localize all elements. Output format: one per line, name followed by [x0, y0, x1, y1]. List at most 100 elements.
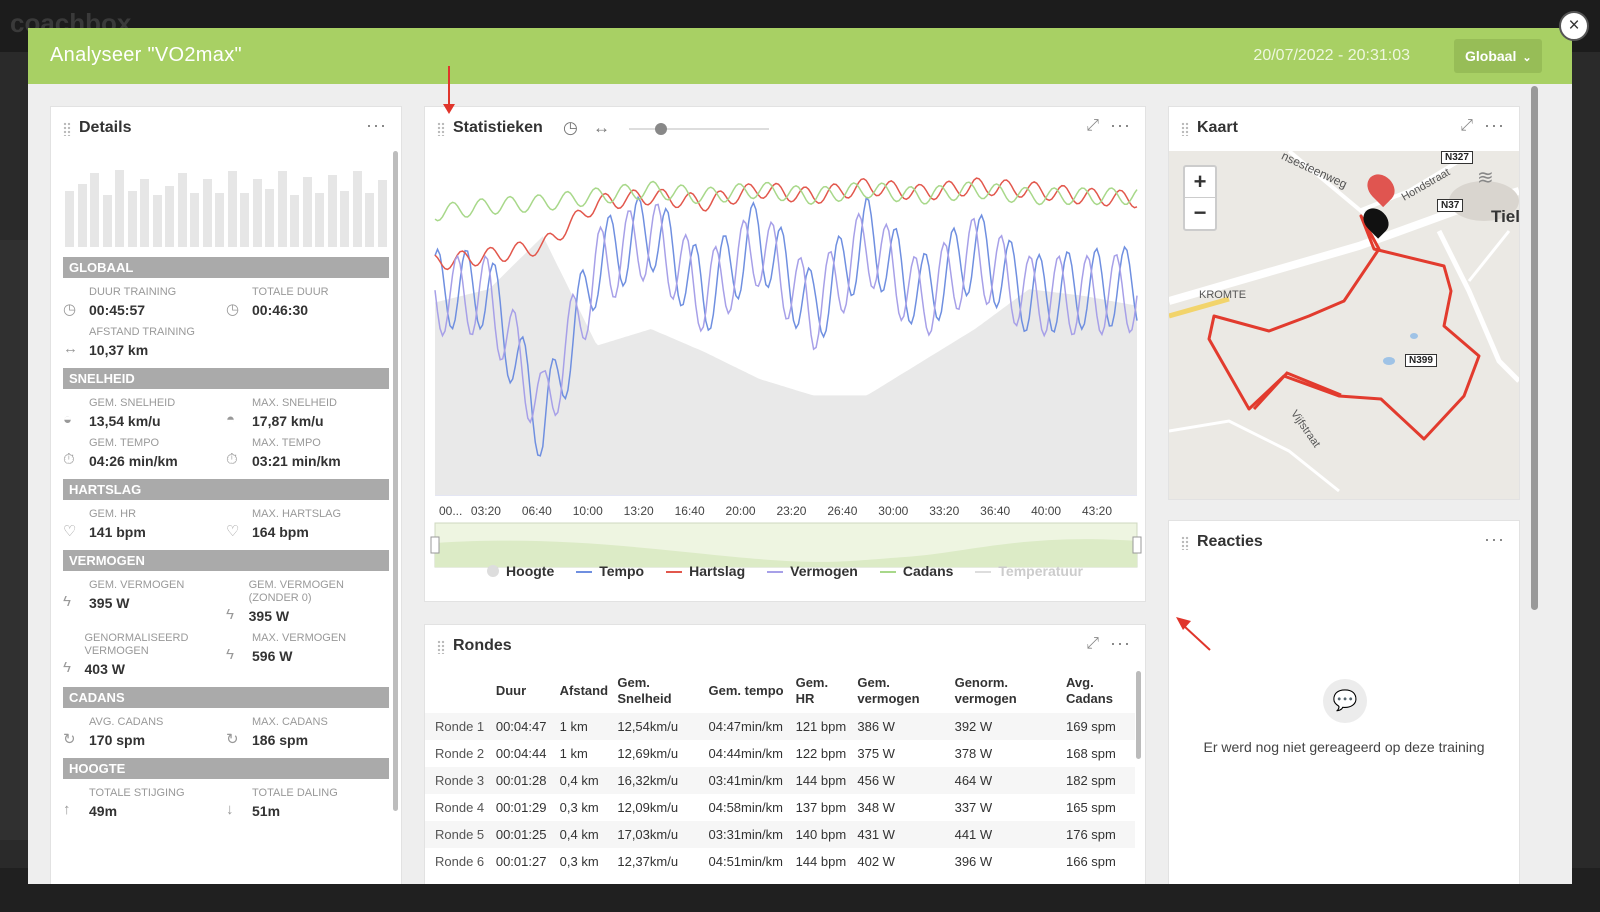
time-axis-clock-icon[interactable]: ◷: [563, 118, 578, 137]
legend-label: Tempo: [599, 563, 645, 579]
table-row[interactable]: Ronde 3 00:01:28 0,4 km 16,32km/u 03:41min/k…: [425, 767, 1135, 794]
table-scrollbar[interactable]: [1136, 671, 1141, 759]
table-cell: 0,3 km: [559, 800, 599, 815]
map-label-kromte: KROMTE: [1199, 289, 1247, 301]
column-header[interactable]: Gem. tempo: [708, 683, 784, 698]
legend-item-hoogte[interactable]: Hoogte: [487, 563, 554, 579]
table-cell: Ronde 1: [425, 713, 492, 740]
column-header[interactable]: Duur: [495, 683, 527, 698]
table-cell: 04:44min/km: [708, 746, 783, 761]
expand-icon[interactable]: ⤢: [1086, 117, 1099, 134]
expand-icon[interactable]: ⤢: [1086, 635, 1099, 652]
statistics-chart[interactable]: 00... 03:20 06:40 10:00 13:20 16:40 20:00 23:20…: [425, 151, 1147, 601]
legend-swatch: [666, 571, 683, 574]
column-header[interactable]: Gem. HR: [795, 675, 829, 706]
column-header[interactable]: [425, 669, 492, 713]
modal-scrollbar[interactable]: [1531, 86, 1538, 610]
legend-item-cadans[interactable]: Cadans: [879, 563, 953, 579]
stat-value: 10,37 km: [89, 342, 149, 358]
close-modal-button[interactable]: ×: [1559, 11, 1589, 41]
table-cell: 17,03km/u: [613, 821, 705, 848]
drag-handle-icon[interactable]: [437, 122, 445, 136]
map-layers-icon[interactable]: ≋: [1477, 167, 1494, 189]
rondes-menu-button[interactable]: ···: [1110, 633, 1131, 653]
chevron-down-icon: ⌄: [1522, 52, 1532, 64]
drag-handle-icon[interactable]: [1181, 536, 1189, 550]
column-header[interactable]: Genorm. vermogen: [954, 675, 1017, 706]
mini-chart-bar: [127, 191, 137, 247]
table-cell: Ronde 5: [425, 821, 492, 848]
table-cell: 12,54km/u: [613, 713, 705, 740]
modal-title: Analyseer "VO2max": [50, 44, 242, 66]
navigator-right-handle[interactable]: [1132, 536, 1142, 554]
map-label-tiel: Tiel: [1491, 207, 1519, 226]
column-header[interactable]: Gem. Snelheid: [617, 675, 672, 706]
table-cell: 464 W: [950, 767, 1062, 794]
drag-handle-icon[interactable]: [1181, 122, 1189, 136]
modal-header: Analyseer "VO2max" 20/07/2022 - 20:31:03…: [28, 28, 1572, 84]
table-cell: 337 W: [954, 800, 993, 815]
table-row[interactable]: Ronde 5 00:01:25 0,4 km 17,03km/u 03:31min/k…: [425, 821, 1135, 848]
chat-bubble-icon: 💬: [1323, 679, 1367, 723]
zoom-in-button[interactable]: +: [1185, 167, 1215, 198]
legend-item-vermogen[interactable]: Vermogen: [767, 563, 858, 579]
table-cell: 392 W: [950, 713, 1062, 740]
legend-swatch: [879, 571, 896, 574]
mini-chart-bar: [65, 191, 74, 247]
table-cell: 144 bpm: [791, 767, 854, 794]
legend-swatch: [767, 571, 784, 574]
column-header[interactable]: Gem. vermogen: [857, 675, 920, 706]
stat-afstand-training: ↔ AFSTAND TRAINING 10,37 km: [63, 326, 233, 358]
details-menu-button[interactable]: ···: [366, 115, 387, 135]
stat-totale-daling: ↓ TOTALE DALING 51m: [226, 787, 389, 819]
zoom-out-button[interactable]: −: [1193, 200, 1207, 225]
legend-item-hartslag[interactable]: Hartslag: [666, 563, 745, 579]
legend-swatch: [487, 565, 500, 577]
column-header[interactable]: Avg. Cadans: [1066, 675, 1113, 706]
section-snelheid: SNELHEID: [63, 368, 389, 389]
route-map[interactable]: + − ≋ Tiel KROMTE nsesteenweg Hondstraat…: [1169, 151, 1519, 499]
stat-label: TOTALE DUUR: [252, 286, 329, 298]
stat-label: TOTALE STIJGING: [89, 787, 185, 799]
statistieken-title: Statistieken: [453, 119, 543, 136]
column-header[interactable]: Afstand: [559, 683, 609, 698]
stat-label: GEM. VERMOGEN: [89, 579, 185, 591]
stat-value: 03:21 min/km: [252, 453, 341, 469]
table-cell: 431 W: [853, 821, 951, 848]
scope-dropdown[interactable]: Globaal ⌄: [1454, 39, 1542, 73]
stopwatch-max-icon: ⏱: [226, 451, 238, 468]
app-sidebar: [0, 240, 28, 840]
drag-handle-icon[interactable]: [63, 122, 71, 136]
kaart-menu-button[interactable]: ···: [1484, 115, 1505, 135]
stat-label: AVG. CADANS: [89, 716, 164, 728]
table-cell: 168 spm: [1066, 746, 1116, 761]
smoothing-slider[interactable]: [629, 123, 769, 135]
stat-max-vermogen: ϟ MAX. VERMOGEN 596 W: [226, 632, 389, 677]
series-area-hoogte: [435, 236, 1137, 495]
distance-axis-arrows-icon[interactable]: ↔: [593, 118, 610, 137]
statistieken-menu-button[interactable]: ···: [1110, 115, 1131, 135]
statistieken-header: Statistieken ◷ ↔ ⤢ ···: [425, 107, 1145, 151]
expand-icon[interactable]: ⤢: [1460, 117, 1473, 134]
table-row[interactable]: Ronde 2 00:04:44 1 km 12,69km/u 04:44min/km 1…: [425, 740, 1135, 767]
stat-value: 395 W: [248, 608, 290, 624]
table-row[interactable]: Ronde 1 00:04:47 1 km 12,54km/u 04:47min/km 1…: [425, 713, 1135, 740]
legend-item-temperatuur[interactable]: Temperatuur: [975, 563, 1083, 579]
drag-handle-icon[interactable]: [437, 640, 445, 654]
table-row[interactable]: Ronde 4 00:01:29 0,3 km 12,09km/u 04:58min/k…: [425, 794, 1135, 821]
stat-value: 49m: [89, 803, 118, 819]
legend-item-tempo[interactable]: Tempo: [576, 563, 644, 579]
mini-chart-bar: [227, 171, 237, 247]
x-tick-label: 40:00: [1031, 504, 1061, 518]
legend-label: Temperatuur: [998, 563, 1083, 579]
speedometer-icon: ◒: [63, 411, 73, 428]
table-row[interactable]: Ronde 6 00:01:27 0,3 km 12,37km/u 04:51min/k…: [425, 848, 1135, 875]
navigator-left-handle[interactable]: [430, 536, 440, 554]
x-tick-label: 23:20: [776, 504, 806, 518]
rondes-header: Rondes ⤢ ···: [425, 625, 1145, 669]
reacties-menu-button[interactable]: ···: [1484, 529, 1505, 549]
details-scrollbar[interactable]: [393, 151, 398, 811]
heart-rate-max-icon: ♡: [226, 523, 240, 540]
slider-handle[interactable]: [655, 123, 667, 135]
stat-value: 596 W: [252, 648, 293, 664]
